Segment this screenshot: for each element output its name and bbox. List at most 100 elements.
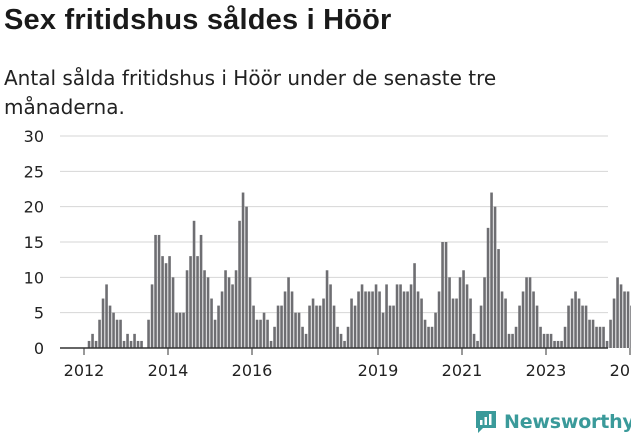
bar [147,319,150,348]
bar [280,305,283,348]
bar [472,333,476,348]
bar [332,305,336,348]
bar [451,298,455,348]
bar [105,284,108,348]
bar [150,284,154,348]
bar [574,291,577,348]
newsworthy-logo-icon [476,411,496,433]
bar [395,284,399,348]
bar [276,305,280,348]
bar [462,270,465,348]
bar [161,256,164,348]
bar [458,277,462,348]
y-tick-label: 30 [24,127,44,146]
bar [525,277,528,348]
bar [612,298,616,348]
bar [129,340,133,348]
bar [136,340,140,348]
bar [115,319,119,348]
bar [619,284,623,348]
bar [329,284,332,348]
bar [220,291,224,348]
bar [444,242,448,348]
bar [252,305,255,348]
bar [178,312,182,348]
bar [304,333,308,348]
bar [171,277,175,348]
bar [343,340,346,348]
bar [469,298,472,348]
chart-title: Sex fritidshus såldes i Höör [4,4,392,36]
bars [87,192,631,348]
bar [283,291,287,348]
bar [360,284,364,348]
bar [378,291,381,348]
y-axis-ticks: 0 5 10 15 20 25 30 [24,127,44,358]
bar [231,284,234,348]
bar [248,277,252,348]
bar [423,319,427,348]
y-tick-label: 10 [24,268,44,287]
bar [311,298,315,348]
bar [528,277,532,348]
bar [273,326,276,348]
bar [217,305,220,348]
bar [521,291,525,348]
bar [336,326,339,348]
x-tick-label: 2021 [442,361,483,380]
bar [465,284,469,348]
bar [301,326,304,348]
bar [514,326,518,348]
bar [609,319,612,348]
bar [518,305,521,348]
bar [392,305,395,348]
bar [140,340,143,348]
bar [308,305,311,348]
bar [598,326,602,348]
bar [353,305,357,348]
x-tick-label: 2014 [148,361,189,380]
bar [269,340,273,348]
bar [325,270,329,348]
gridlines [60,135,608,314]
bar [532,291,535,348]
bar [602,326,605,348]
bar [262,312,266,348]
bar [581,305,584,348]
bar [339,333,343,348]
bar [255,319,259,348]
bar [213,319,217,348]
bar [507,333,511,348]
bar [605,340,609,348]
bar [420,298,423,348]
bar [133,333,136,348]
y-tick-label: 20 [24,198,44,217]
bar [539,326,542,348]
bar [416,291,420,348]
bar [266,319,269,348]
bar [185,270,189,348]
bar [192,220,196,348]
bar [126,333,129,348]
bar [591,319,595,348]
bar [388,305,392,348]
bar [623,291,626,348]
bar [98,319,101,348]
bar [455,298,458,348]
bar [189,256,192,348]
bar [500,291,504,348]
y-tick-label: 15 [24,233,44,252]
y-tick-label: 5 [34,304,44,323]
bar [234,270,238,348]
bar [206,277,210,348]
bar [241,192,245,348]
bar [154,234,157,348]
bar [175,312,178,348]
bar [224,270,227,348]
bar [101,298,105,348]
bar [210,298,213,348]
bar [245,206,248,348]
bar [497,249,500,348]
y-tick-label: 25 [24,162,44,181]
